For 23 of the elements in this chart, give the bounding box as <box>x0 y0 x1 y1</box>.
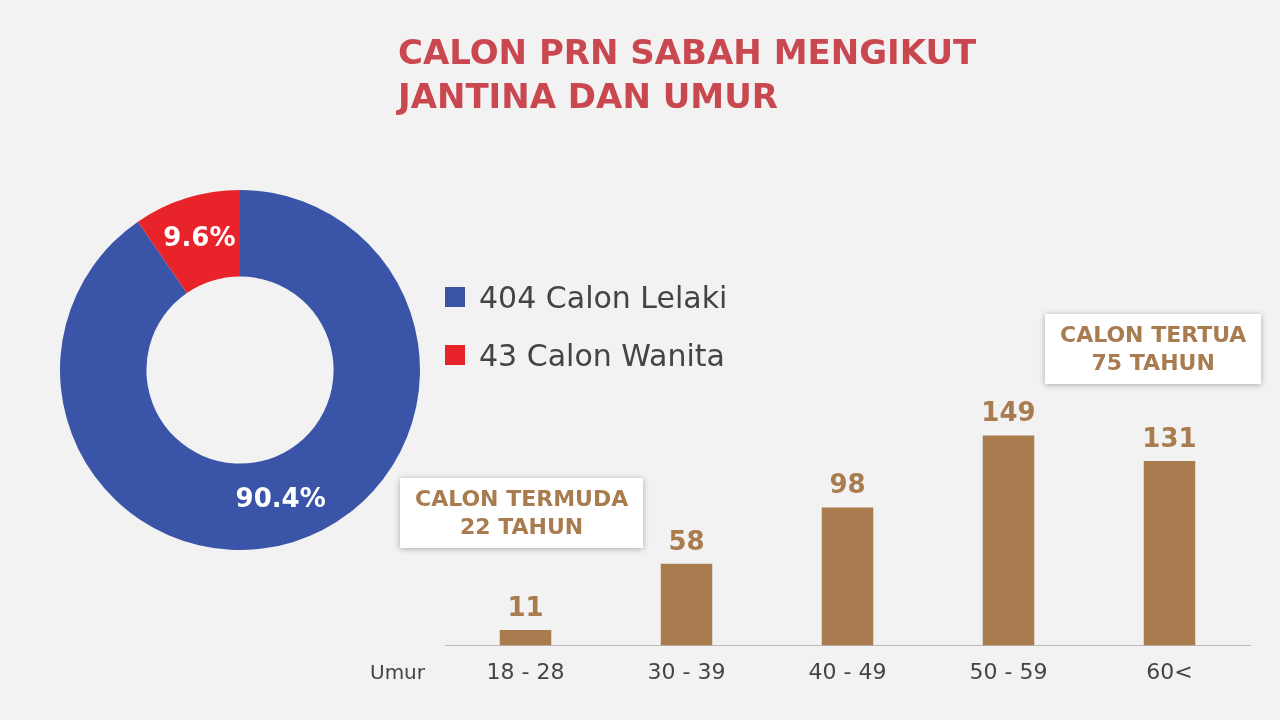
data-label: 58 <box>668 525 705 556</box>
annotation: CALON TERMUDA 22 TAHUN <box>400 478 644 548</box>
x-tick-label: 30 - 39 <box>647 658 726 684</box>
data-label: 90.4% <box>235 483 326 514</box>
bar <box>982 435 1035 646</box>
x-tick-label: 50 - 59 <box>969 658 1048 684</box>
data-label: 9.6% <box>163 222 236 253</box>
x-axis-title: Umur <box>370 659 426 684</box>
bar <box>1143 460 1196 646</box>
legend-label: 404 Calon Lelaki <box>479 279 728 315</box>
bar <box>499 630 552 646</box>
text: CALON TERTUA 75 TAHUN <box>1045 314 1262 384</box>
data-label: 149 <box>981 397 1036 428</box>
data-label: 11 <box>507 591 544 622</box>
chart-title: CALON PRN SABAH MENGIKUT JANTINA DAN UMUR <box>398 31 978 118</box>
x-tick-label: 40 - 49 <box>808 658 887 684</box>
x-tick-label: 60< <box>1146 658 1193 684</box>
data-label: 131 <box>1142 422 1197 453</box>
bar <box>660 563 713 646</box>
legend-label: 43 Calon Wanita <box>479 337 725 373</box>
data-label: 98 <box>829 469 866 500</box>
x-tick-label: 18 - 28 <box>486 658 565 684</box>
bar <box>821 507 874 646</box>
